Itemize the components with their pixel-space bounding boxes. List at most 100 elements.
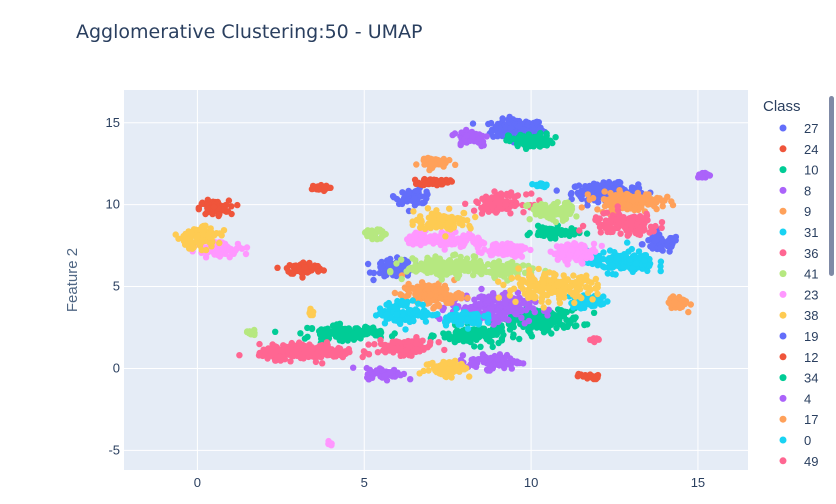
- legend-item-27[interactable]: 27: [779, 121, 819, 136]
- legend-scrollbar[interactable]: [829, 96, 834, 276]
- data-point: [462, 334, 469, 341]
- data-point: [461, 366, 468, 373]
- data-point: [568, 189, 575, 197]
- legend-item-8[interactable]: 8: [779, 183, 812, 198]
- data-point: [524, 231, 531, 239]
- legend-item-17[interactable]: 17: [779, 412, 819, 427]
- data-point: [505, 308, 512, 315]
- data-point: [463, 126, 470, 134]
- data-point: [496, 362, 503, 369]
- legend-item-34[interactable]: 34: [779, 371, 819, 386]
- data-point: [316, 342, 324, 349]
- data-point: [563, 316, 570, 324]
- legend-item-12[interactable]: 12: [779, 350, 819, 365]
- legend-item-38[interactable]: 38: [779, 308, 819, 323]
- legend-item-24[interactable]: 24: [779, 142, 819, 157]
- data-point: [520, 126, 527, 133]
- data-point: [255, 352, 263, 359]
- data-point: [189, 243, 196, 251]
- data-point: [405, 306, 413, 314]
- data-point: [568, 208, 575, 215]
- data-point: [438, 365, 445, 373]
- data-point: [216, 211, 223, 218]
- data-point: [490, 294, 498, 302]
- data-point: [624, 232, 631, 239]
- data-point: [194, 238, 201, 246]
- data-point: [396, 317, 404, 324]
- data-point: [451, 338, 459, 346]
- legend-item-36[interactable]: 36: [779, 246, 819, 261]
- legend-item-4[interactable]: 4: [779, 391, 812, 406]
- data-point: [582, 183, 589, 190]
- data-point: [424, 344, 431, 351]
- legend-item-31[interactable]: 31: [779, 225, 819, 240]
- data-point: [507, 125, 514, 132]
- data-point: [387, 369, 394, 376]
- data-point: [516, 335, 523, 343]
- data-point: [452, 329, 460, 336]
- data-point: [478, 210, 486, 217]
- data-point: [585, 259, 592, 267]
- data-point: [425, 222, 432, 230]
- data-point: [600, 196, 608, 203]
- data-point: [418, 231, 425, 239]
- data-point: [299, 274, 306, 281]
- data-point: [521, 320, 528, 327]
- data-point: [584, 202, 591, 209]
- data-point: [377, 327, 384, 335]
- y-tick-label: 15: [106, 115, 120, 130]
- data-point: [479, 138, 487, 145]
- data-point: [597, 229, 604, 236]
- data-point: [424, 205, 432, 212]
- data-point: [508, 274, 516, 282]
- data-point: [406, 265, 413, 272]
- data-point: [195, 206, 202, 213]
- legend-item-41[interactable]: 41: [779, 267, 819, 282]
- data-point: [433, 224, 440, 231]
- legend-item-0[interactable]: 0: [779, 433, 812, 448]
- data-point: [636, 254, 644, 261]
- legend-item-9[interactable]: 9: [779, 204, 812, 219]
- data-point: [570, 272, 577, 279]
- legend-item-49[interactable]: 49: [779, 454, 819, 469]
- data-point: [443, 290, 450, 297]
- data-point: [404, 338, 412, 345]
- y-tick-label: 0: [113, 360, 120, 375]
- data-point: [202, 246, 210, 254]
- data-point: [466, 304, 473, 312]
- y-tick-label: -5: [108, 442, 120, 457]
- data-point: [510, 285, 518, 292]
- data-point: [566, 252, 573, 259]
- data-point: [377, 260, 384, 267]
- data-point: [474, 356, 481, 363]
- data-point: [457, 140, 464, 147]
- data-point: [475, 235, 483, 243]
- data-point: [409, 221, 416, 228]
- data-point: [532, 136, 540, 144]
- legend-marker: [779, 228, 787, 236]
- data-point: [376, 269, 383, 277]
- data-point: [499, 115, 506, 122]
- data-point: [587, 372, 594, 379]
- data-point: [541, 291, 548, 298]
- legend-item-19[interactable]: 19: [779, 329, 819, 344]
- data-point: [589, 296, 596, 303]
- data-point: [397, 291, 404, 298]
- data-point: [382, 267, 389, 275]
- data-point: [398, 275, 405, 283]
- data-point: [494, 243, 501, 250]
- data-point: [552, 235, 559, 242]
- legend-item-10[interactable]: 10: [779, 163, 819, 178]
- data-point: [540, 135, 547, 143]
- data-point: [462, 200, 469, 207]
- data-point: [495, 294, 502, 301]
- data-point: [624, 194, 632, 201]
- legend-marker: [779, 186, 787, 194]
- data-point: [594, 371, 602, 379]
- legend-label: 36: [804, 246, 818, 261]
- data-point: [635, 229, 642, 236]
- data-point: [581, 321, 588, 329]
- legend-item-23[interactable]: 23: [779, 287, 819, 302]
